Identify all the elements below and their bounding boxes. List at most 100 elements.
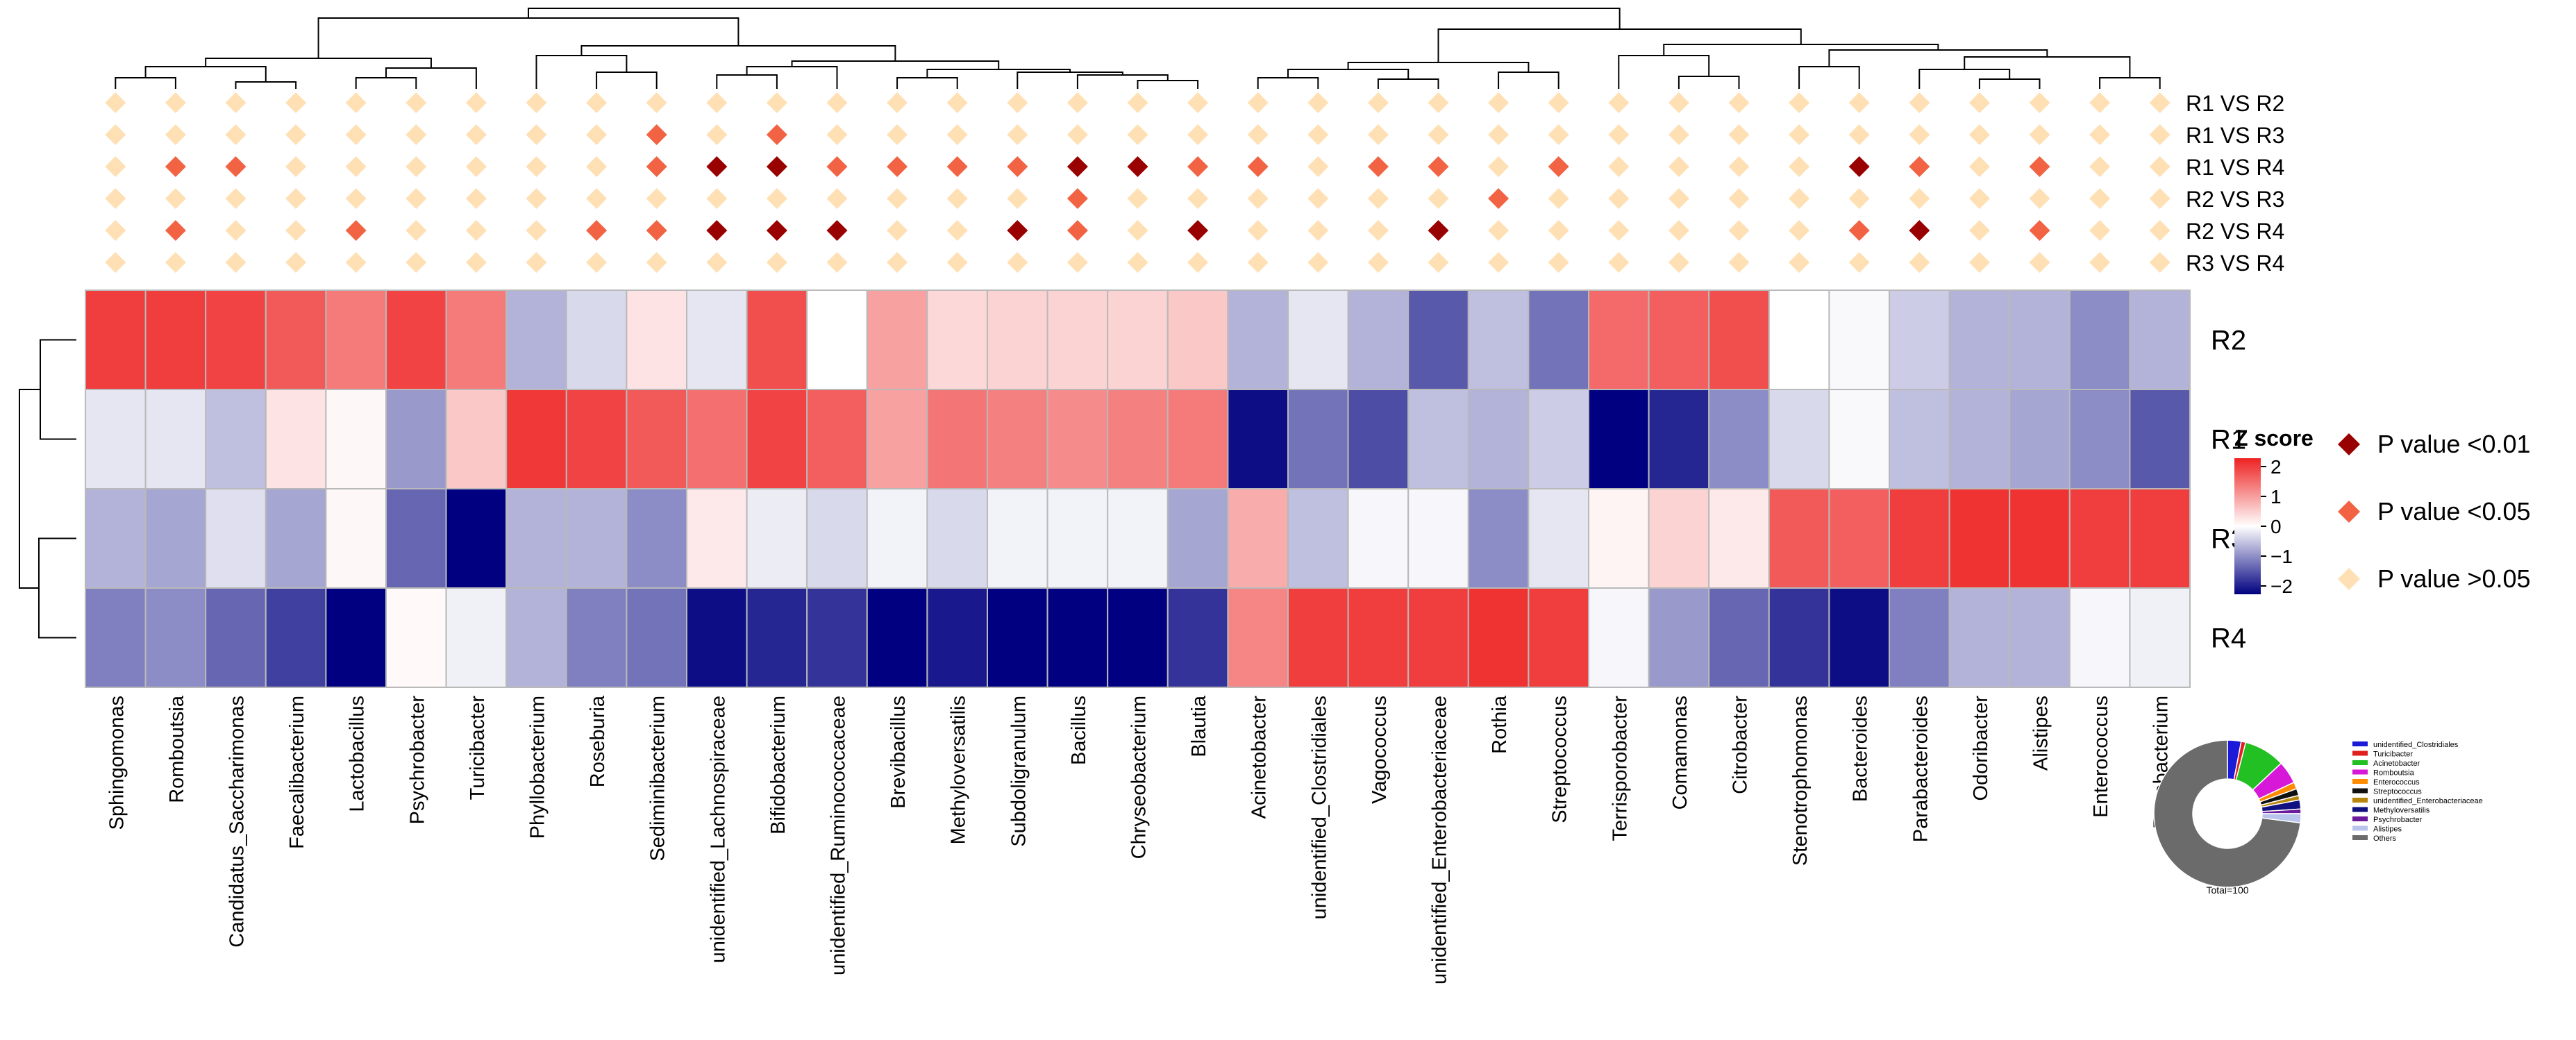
heat-cell xyxy=(565,389,628,489)
heat-cell xyxy=(1768,389,1830,489)
significance-diamond xyxy=(946,156,968,177)
significance-diamond xyxy=(1548,252,1569,273)
significance-diamond xyxy=(1127,252,1148,273)
heat-cell xyxy=(866,587,928,688)
significance-diamond xyxy=(826,92,848,113)
heat-cell xyxy=(1347,290,1410,390)
significance-diamond xyxy=(2029,220,2050,241)
significance-diamond xyxy=(1007,124,1028,145)
significance-diamond xyxy=(1488,156,1509,177)
heat-cell xyxy=(1227,290,1289,390)
heat-cell xyxy=(325,587,387,688)
significance-diamond xyxy=(345,188,367,209)
significance-diamond xyxy=(1548,220,1569,241)
significance-diamond xyxy=(2029,124,2050,145)
genus-label: Vagococcus xyxy=(1369,696,1391,804)
heat-cell xyxy=(1828,587,1890,688)
donut-legend-label: Others xyxy=(2373,834,2397,843)
significance-diamond xyxy=(1307,220,1329,241)
significance-diamond xyxy=(1968,252,1990,273)
significance-diamond xyxy=(887,252,908,273)
genus-label: Candidatus_Saccharimonas xyxy=(226,696,249,948)
genus-label: Acinetobacter xyxy=(1248,696,1271,819)
heat-cell xyxy=(1107,587,1169,688)
significance-diamond xyxy=(766,220,787,241)
significance-diamond xyxy=(1067,92,1088,113)
heat-cell xyxy=(987,389,1048,489)
donut-legend-swatch xyxy=(2352,816,2368,821)
colorbar-tick-label: −1 xyxy=(2270,546,2293,567)
significance-diamond xyxy=(526,220,547,241)
significance-diamond xyxy=(887,220,908,241)
heat-cell xyxy=(1467,488,1530,589)
dendrogram-branch xyxy=(1918,69,2011,89)
significance-diamond xyxy=(1307,124,1329,145)
significance-diamond xyxy=(887,188,908,209)
genus-label: Enterococcus xyxy=(2090,696,2112,818)
heat-cell xyxy=(1528,488,1589,589)
heat-cell xyxy=(806,389,868,489)
donut-legend: unidentified_ClostridialesTuricibacterAc… xyxy=(2352,741,2483,843)
significance-diamond xyxy=(646,156,667,177)
significance-diamond xyxy=(1608,156,1630,177)
significance-diamond xyxy=(105,220,126,241)
heat-cell xyxy=(565,587,628,688)
significance-diamond xyxy=(1488,92,1509,113)
heat-cell xyxy=(445,587,508,688)
heat-cell xyxy=(85,290,147,390)
significance-diamond xyxy=(2089,92,2111,113)
significance-diamond xyxy=(646,220,667,241)
heat-cell xyxy=(505,290,567,390)
significance-diamond xyxy=(1728,188,1750,209)
heat-cell xyxy=(1588,389,1650,489)
significance-diamond xyxy=(405,124,427,145)
significance-diamond xyxy=(1187,124,1209,145)
significance-diamond xyxy=(887,124,908,145)
significance-diamond xyxy=(1488,252,1509,273)
heat-cell xyxy=(2009,587,2071,688)
donut-legend-swatch xyxy=(2352,779,2368,784)
donut-legend-label: Acinetobacter xyxy=(2373,760,2420,768)
heat-cell xyxy=(1768,587,1830,688)
significance-diamond xyxy=(1968,188,1990,209)
significance-diamond xyxy=(826,252,848,273)
significance-diamond xyxy=(105,124,126,145)
heatmap-cells xyxy=(85,290,2191,688)
heat-cell xyxy=(1227,389,1289,489)
legend-diamond xyxy=(2338,568,2360,590)
dendrogram-branch xyxy=(596,72,658,89)
heat-cell xyxy=(626,290,688,390)
significance-diamond xyxy=(1848,252,1870,273)
heat-cell xyxy=(2068,389,2131,489)
genus-label: unidentified_Ruminococcaceae xyxy=(828,696,850,975)
heat-cell xyxy=(1648,389,1710,489)
genus-label: Rothia xyxy=(1489,695,1511,754)
significance-diamond xyxy=(1968,124,1990,145)
heat-cell xyxy=(626,389,688,489)
heat-cell xyxy=(686,290,748,390)
significance-diamond xyxy=(1848,92,1870,113)
donut-legend-swatch xyxy=(2352,825,2368,831)
dendrogram-branch xyxy=(1257,77,1319,89)
genus-label: Sphingomonas xyxy=(106,696,128,830)
heat-cell xyxy=(1708,389,1770,489)
heat-cell xyxy=(746,587,808,688)
significance-diamond xyxy=(1127,188,1148,209)
significance-diamond xyxy=(1728,220,1750,241)
significance-diamond xyxy=(1548,92,1569,113)
donut-legend-label: unidentified_Enterobacteriaceae xyxy=(2373,797,2483,805)
heat-cell xyxy=(565,488,628,589)
significance-diamond xyxy=(225,220,246,241)
significance-diamond xyxy=(465,252,487,273)
significance-diamond xyxy=(405,92,427,113)
significance-diamond xyxy=(2029,156,2050,177)
genus-label: Terrisporobacter xyxy=(1609,696,1631,841)
dendrogram-branch xyxy=(926,69,1071,78)
significance-diamond xyxy=(1247,156,1269,177)
legend-diamond xyxy=(2338,501,2360,523)
significance-diamond xyxy=(1127,124,1148,145)
heat-cell xyxy=(987,290,1048,390)
significance-diamond xyxy=(105,252,126,273)
significance-diamond xyxy=(1668,252,1689,273)
